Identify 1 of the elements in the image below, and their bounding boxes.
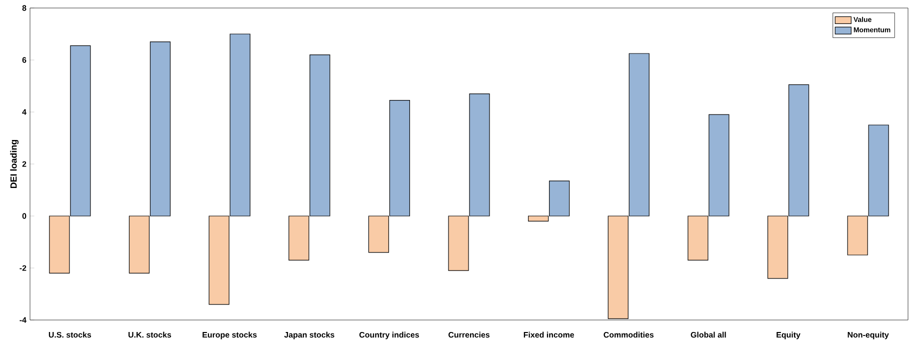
y-axis-title: DEI loading (10, 140, 19, 188)
